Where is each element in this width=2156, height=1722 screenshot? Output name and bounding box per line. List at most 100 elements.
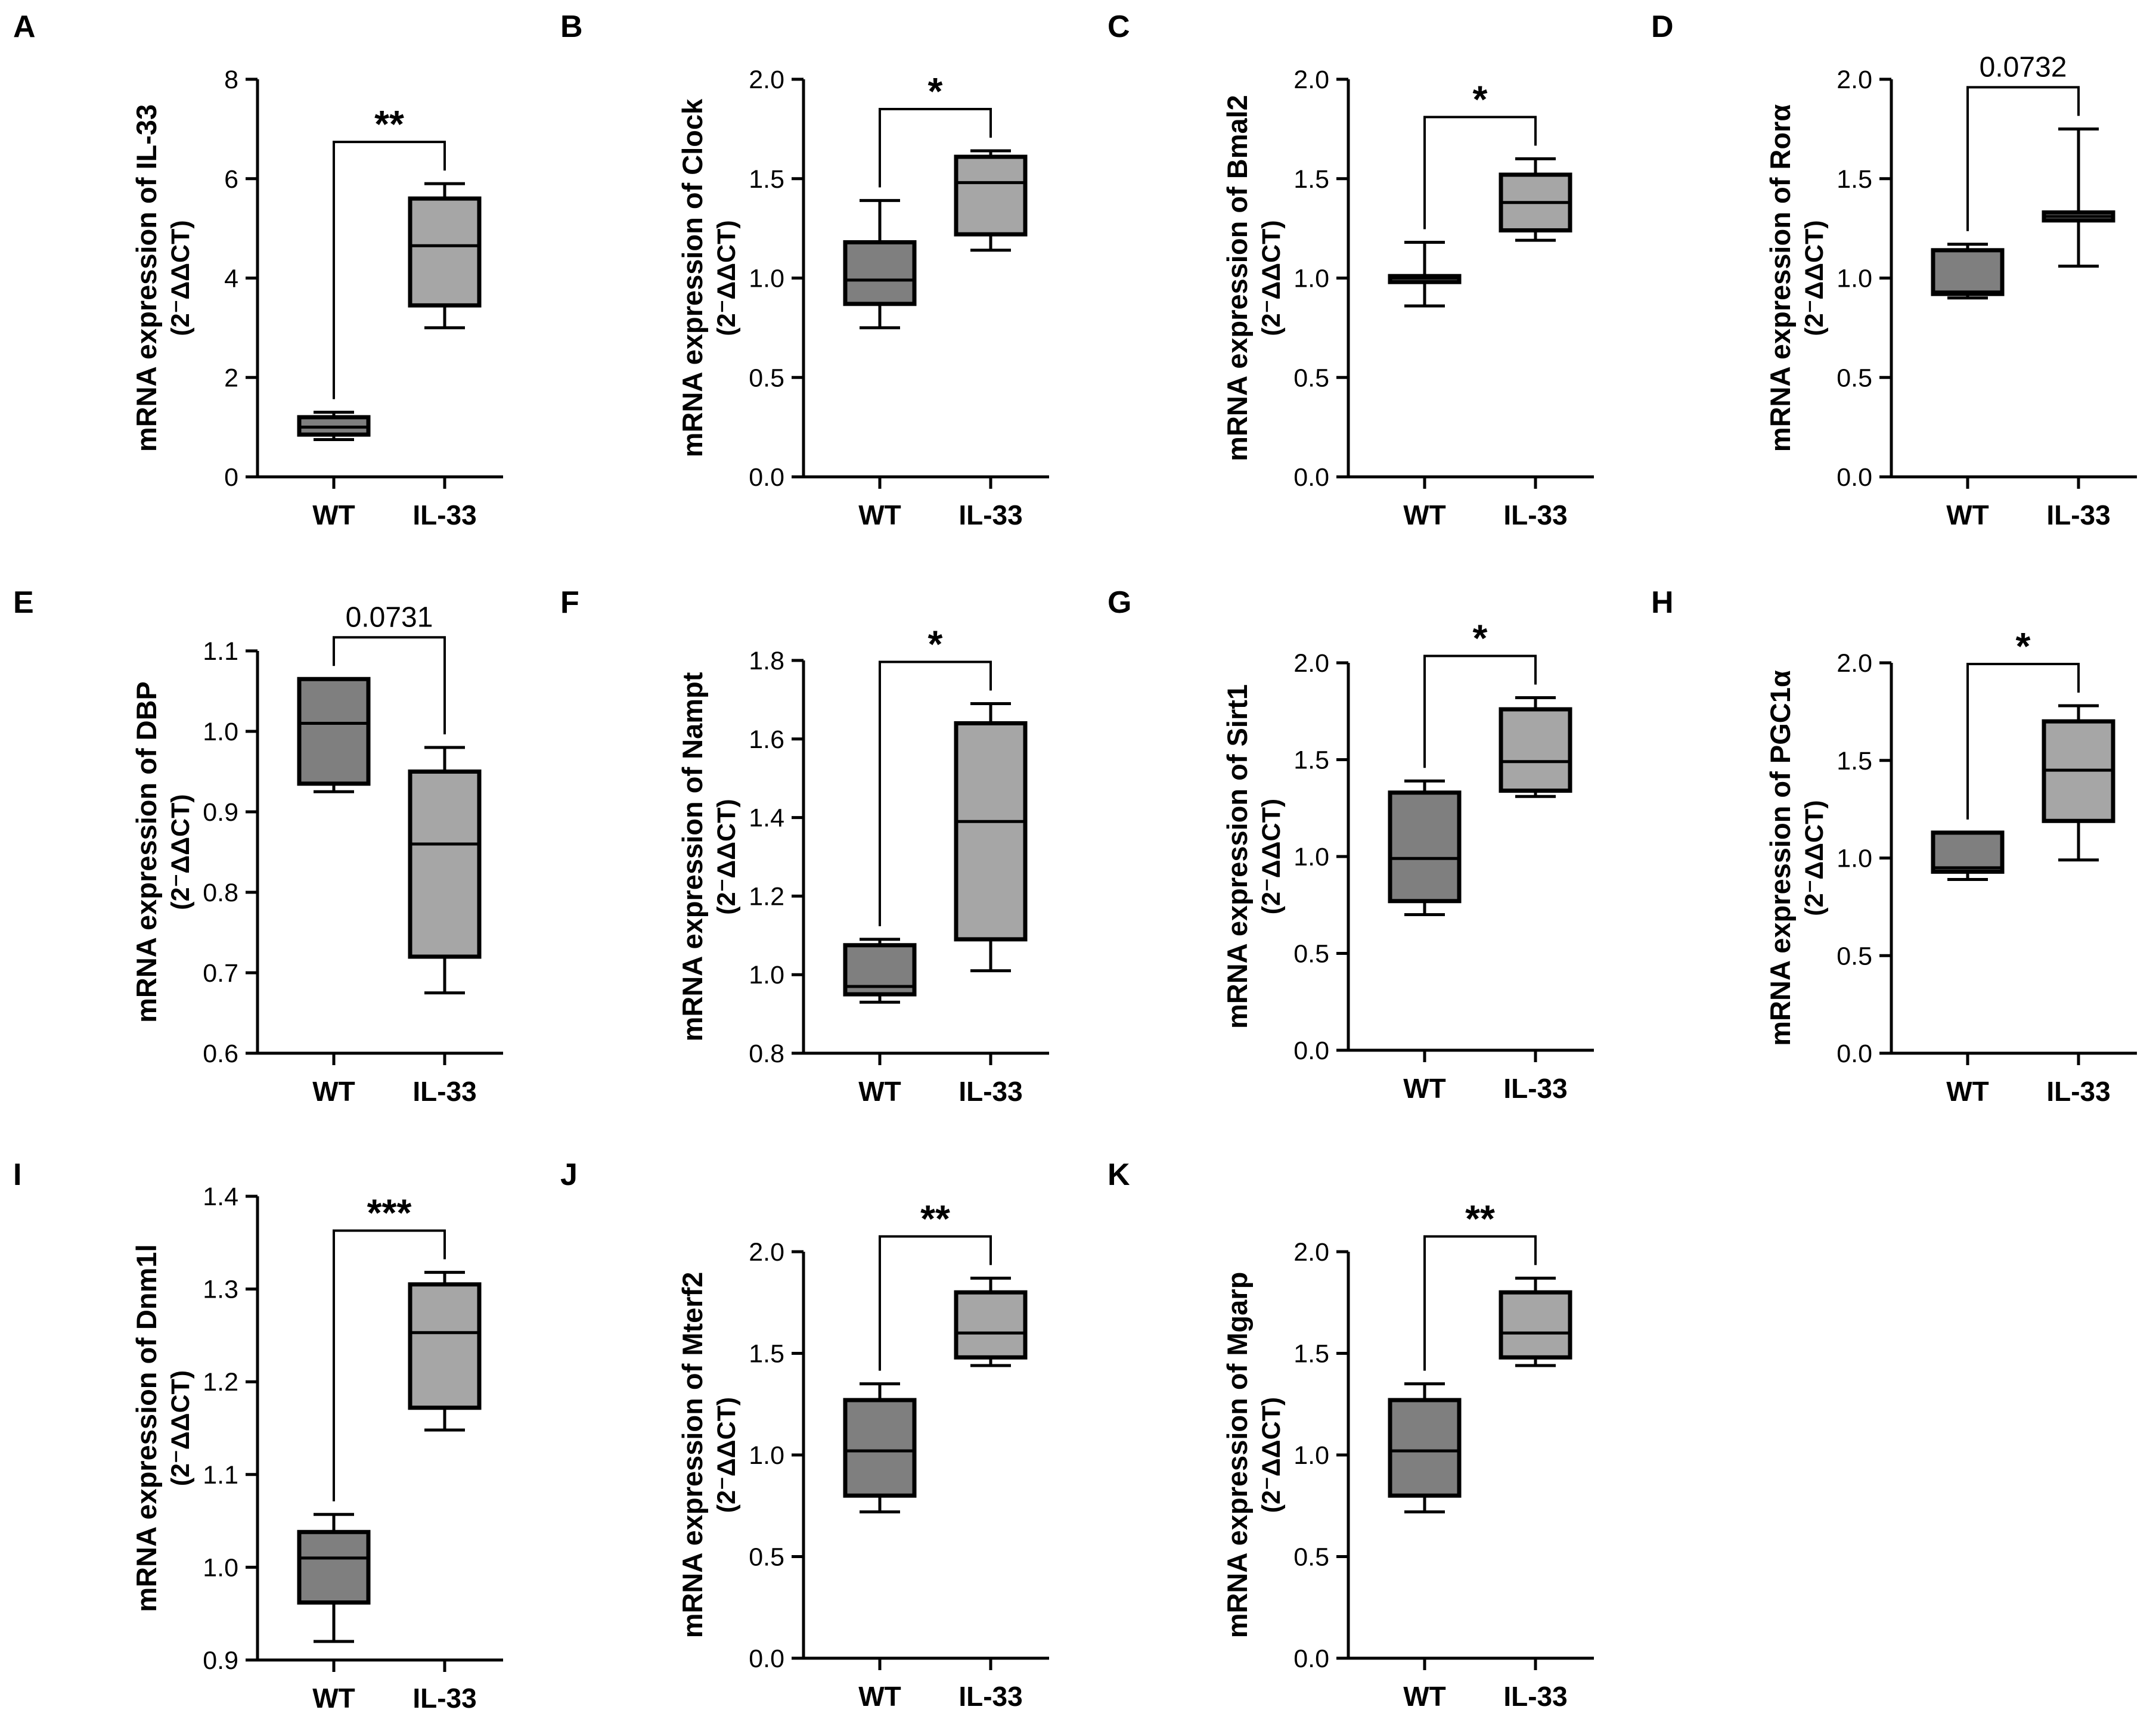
y-tick-label: 0.0 [749, 463, 784, 492]
y-tick-label: 0.8 [749, 1040, 784, 1068]
significance-bracket: 0.0732 [1966, 51, 2080, 231]
y-tick-label: 1.2 [203, 1368, 238, 1397]
x-tick-label: IL-33 [412, 499, 476, 530]
y-axis-unit: (2⁻ΔΔCT) [1800, 800, 1829, 916]
box-il33 [1499, 157, 1572, 242]
box-iqr [1388, 790, 1462, 904]
x-tick-label: WT [1403, 499, 1446, 530]
significance-bracket: * [1966, 625, 2080, 820]
significance-label: * [1473, 77, 1488, 120]
box-iqr [297, 1529, 371, 1605]
box-iqr [954, 1290, 1028, 1360]
significance-bracket: *** [333, 1192, 446, 1501]
box-il33 [954, 702, 1028, 973]
significance-bracket: * [1423, 617, 1537, 768]
box-il33 [2042, 704, 2115, 862]
significance-label: ** [920, 1197, 950, 1240]
chart-panel-j: J 0.0 0.5 1.0 1.5 2.0 WT IL-33 mRNA expression o… [560, 1158, 1049, 1712]
x-tick-label: IL-33 [958, 1681, 1022, 1712]
significance-bracket: ** [333, 103, 446, 399]
box-iqr [297, 677, 371, 786]
y-tick-label: 0.9 [203, 798, 238, 827]
panel-letter: G [1108, 585, 1131, 620]
significance-label: 0.0731 [346, 601, 433, 633]
y-axis-label: mRNA expression of Dnm1l [131, 1244, 162, 1612]
x-tick-label: IL-33 [958, 1076, 1022, 1107]
chart-panel-a: A 0 2 4 6 8 WT IL-33 mRNA expression of IL-33 (2⁻… [13, 10, 503, 530]
box-il33 [954, 149, 1028, 252]
bracket-line [333, 1229, 446, 1501]
y-tick-label: 1.5 [1293, 1340, 1329, 1369]
significance-label: * [928, 622, 943, 665]
panel-letter: F [560, 585, 579, 620]
y-tick-label: 0.9 [203, 1646, 238, 1675]
y-axis-label: mRNA expression of PGC1α [1764, 670, 1796, 1046]
y-tick-label: 2.0 [1837, 649, 1872, 678]
significance-bracket: * [879, 622, 992, 926]
chart-panel-e: E 0.6 0.7 0.8 0.9 1.0 1.1 WT IL-33 mRNA expressio… [13, 585, 503, 1107]
bracket-line [879, 108, 992, 188]
y-tick-label: 1.0 [1837, 845, 1872, 873]
y-tick-label: 1.5 [1293, 165, 1329, 194]
box-wt [1388, 1382, 1462, 1513]
y-tick-label: 1.8 [749, 647, 784, 675]
panel-letter: E [13, 585, 34, 620]
significance-label: *** [367, 1192, 412, 1234]
box-iqr [843, 240, 917, 306]
box-wt [843, 938, 917, 1004]
y-tick-label: 1.2 [749, 882, 784, 911]
significance-label: * [928, 70, 943, 113]
bracket-line [1423, 116, 1537, 229]
y-tick-label: 0.8 [203, 879, 238, 907]
box-iqr [408, 770, 482, 959]
box-iqr [1931, 830, 2005, 874]
x-tick-label: IL-33 [2046, 499, 2110, 530]
y-tick-label: 0.0 [1293, 1645, 1329, 1673]
y-tick-label: 1.4 [203, 1183, 238, 1211]
y-axis-unit: (2⁻ΔΔCT) [1257, 1397, 1286, 1513]
y-tick-label: 1.3 [203, 1276, 238, 1304]
box-iqr [843, 1398, 917, 1498]
bracket-line [1966, 663, 2080, 820]
y-axis-label: mRNA expression of Mgarp [1221, 1272, 1253, 1639]
y-tick-label: 0.0 [1837, 463, 1872, 492]
panel-letter: J [560, 1158, 578, 1192]
box-il33 [1499, 1276, 1572, 1367]
panel-letter: C [1108, 10, 1130, 44]
y-axis-unit: (2⁻ΔΔCT) [1800, 220, 1829, 336]
y-tick-label: 0.0 [749, 1645, 784, 1673]
panel-letter: D [1651, 10, 1674, 44]
y-tick-label: 1.5 [1837, 165, 1872, 194]
y-tick-label: 2 [224, 364, 238, 392]
y-axis-label: mRNA expression of IL-33 [131, 104, 162, 452]
box-il33 [2042, 127, 2115, 268]
x-tick-label: WT [1403, 1681, 1446, 1712]
y-axis-unit: (2⁻ΔΔCT) [712, 220, 741, 336]
panel-letter: K [1108, 1158, 1130, 1192]
x-tick-label: WT [312, 1076, 355, 1107]
x-tick-label: WT [858, 1681, 901, 1712]
significance-label: * [1473, 617, 1488, 660]
y-axis-unit: (2⁻ΔΔCT) [712, 1397, 741, 1513]
y-tick-label: 6 [224, 165, 238, 194]
bracket-line [1423, 654, 1537, 768]
box-wt [297, 677, 371, 793]
y-tick-label: 0.0 [1293, 1037, 1329, 1065]
x-tick-label: WT [1946, 499, 1989, 530]
box-iqr [1499, 1290, 1572, 1360]
box-wt [843, 1382, 917, 1513]
panel-letter: H [1651, 585, 1674, 620]
y-axis-unit: (2⁻ΔΔCT) [166, 794, 195, 910]
box-iqr [954, 154, 1028, 237]
y-axis-label: mRNA expression of Bmal2 [1221, 95, 1253, 461]
y-axis-label: mRNA expression of DBP [131, 681, 162, 1023]
chart-panel-d: D 0.0 0.5 1.0 1.5 2.0 WT IL-33 mRNA expression o… [1651, 10, 2137, 530]
x-tick-label: WT [312, 499, 355, 530]
x-tick-label: IL-33 [958, 499, 1022, 530]
y-tick-label: 8 [224, 66, 238, 94]
significance-label: ** [1465, 1197, 1495, 1240]
y-tick-label: 1.1 [203, 637, 238, 666]
y-axis-label: mRNA expression of Sirt1 [1221, 684, 1253, 1029]
box-iqr [1388, 1398, 1462, 1498]
x-tick-label: IL-33 [1503, 1681, 1567, 1712]
